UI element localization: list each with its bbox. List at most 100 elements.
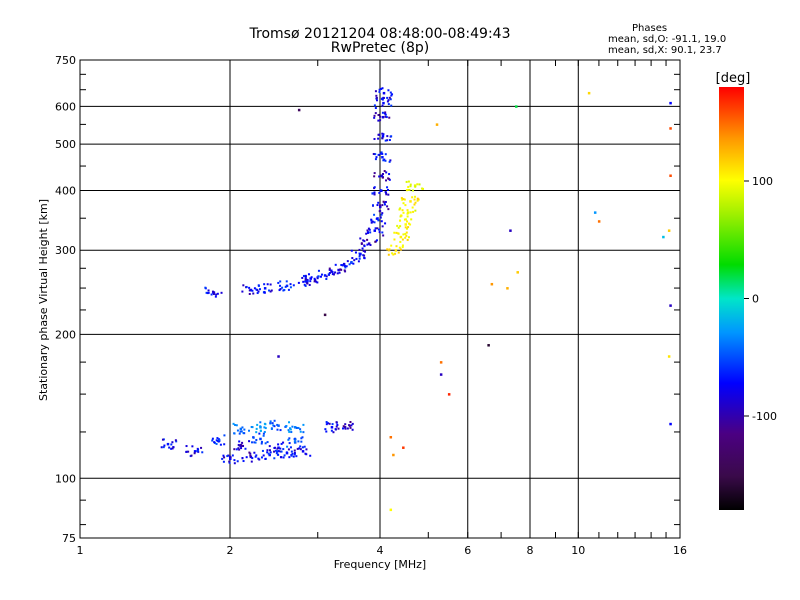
data-point — [371, 220, 374, 223]
data-point — [381, 104, 384, 107]
data-point — [387, 188, 390, 191]
data-point — [251, 457, 254, 460]
data-point — [269, 422, 272, 425]
data-point — [282, 448, 285, 451]
data-point — [385, 193, 388, 196]
data-point — [407, 222, 410, 225]
data-point — [378, 191, 381, 194]
data-point — [379, 204, 382, 207]
data-point — [377, 153, 380, 156]
data-point — [377, 201, 380, 204]
data-point — [373, 175, 376, 178]
data-point — [439, 361, 443, 364]
data-point — [363, 254, 366, 257]
data-point — [352, 262, 355, 265]
data-point — [350, 261, 353, 264]
data-point — [363, 240, 366, 243]
data-point — [269, 420, 272, 423]
data-point — [238, 444, 241, 447]
data-point — [386, 205, 389, 208]
data-point — [250, 425, 253, 428]
data-point — [387, 103, 390, 106]
data-point — [380, 220, 383, 223]
data-point — [292, 284, 295, 287]
data-point — [217, 440, 220, 443]
data-point — [299, 428, 302, 431]
data-point — [351, 422, 354, 425]
data-point — [328, 272, 331, 275]
data-point — [280, 456, 283, 459]
data-point — [325, 423, 328, 426]
data-point — [375, 239, 378, 242]
data-point — [385, 116, 388, 119]
data-point — [384, 159, 387, 162]
data-point — [259, 425, 262, 428]
data-point — [257, 457, 260, 460]
data-point — [262, 432, 265, 435]
grid-lines — [80, 60, 680, 538]
data-point — [290, 450, 293, 453]
data-point — [264, 457, 267, 460]
x-tick-label: 6 — [464, 544, 471, 557]
data-point — [386, 139, 389, 142]
data-point — [241, 426, 244, 429]
data-point — [281, 286, 284, 289]
data-point — [412, 210, 415, 213]
data-point — [397, 232, 400, 235]
data-point — [374, 240, 377, 243]
data-point — [345, 265, 348, 268]
data-point — [368, 228, 371, 231]
data-point — [242, 460, 245, 463]
data-point — [381, 132, 384, 135]
data-point — [278, 289, 281, 292]
data-point — [204, 286, 207, 289]
data-point — [190, 454, 193, 457]
data-point — [407, 226, 410, 229]
data-point — [388, 173, 391, 176]
data-point — [277, 355, 280, 358]
data-point — [290, 454, 293, 457]
data-point — [342, 425, 345, 428]
data-point — [399, 235, 403, 239]
data-point — [401, 246, 404, 249]
data-point — [286, 445, 289, 448]
data-point — [252, 292, 255, 295]
data-point — [251, 441, 254, 444]
data-point — [383, 203, 386, 206]
data-point — [380, 175, 383, 178]
data-point — [380, 151, 383, 154]
data-point — [355, 257, 358, 260]
data-point — [219, 443, 222, 446]
data-point — [402, 198, 405, 201]
data-point — [406, 188, 409, 191]
data-point — [388, 96, 391, 99]
data-point — [285, 280, 288, 283]
data-point — [373, 229, 377, 232]
data-point — [393, 238, 396, 241]
data-point — [349, 426, 352, 429]
data-point — [404, 236, 407, 239]
data-point — [269, 290, 272, 293]
data-point — [196, 449, 199, 452]
data-point — [378, 175, 381, 178]
data-point — [289, 428, 292, 431]
data-point — [264, 442, 267, 445]
data-point — [391, 252, 394, 255]
data-point — [330, 270, 333, 273]
colorbar-label: [deg] — [716, 71, 751, 86]
data-point — [241, 290, 244, 293]
data-point — [400, 197, 403, 200]
x-tick-label: 1 — [77, 544, 84, 557]
data-point — [332, 431, 335, 434]
data-point — [304, 284, 307, 287]
data-point — [406, 215, 409, 218]
data-point — [388, 248, 391, 251]
data-point — [303, 283, 306, 286]
data-point — [348, 424, 351, 427]
data-point — [273, 446, 276, 449]
data-point — [293, 441, 297, 444]
data-point — [338, 271, 341, 274]
data-point — [215, 439, 218, 442]
data-point — [386, 96, 389, 99]
data-point — [264, 423, 267, 426]
